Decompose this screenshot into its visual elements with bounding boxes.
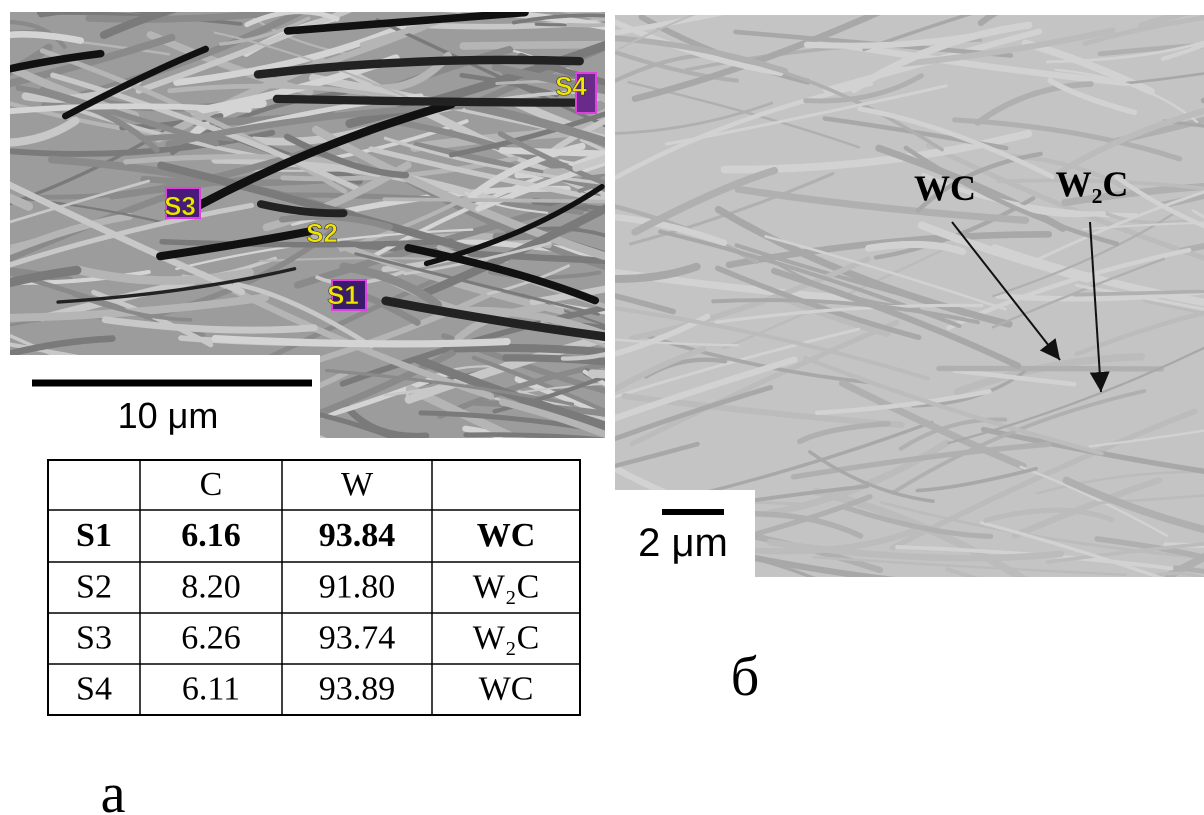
- table-cell: 6.16: [181, 517, 241, 554]
- texture: [1001, 1, 1204, 5]
- table-cell: 8.20: [181, 568, 241, 605]
- panel-label: а: [101, 763, 126, 815]
- table-cell: 93.84: [319, 517, 396, 554]
- sem-image-b: [523, 0, 1204, 698]
- texture: [587, 0, 739, 2]
- marker: S1: [327, 280, 359, 310]
- table-cell: W₂C: [473, 619, 540, 656]
- marker: S2: [306, 218, 338, 248]
- table-header: C: [200, 466, 223, 503]
- texture: [548, 0, 856, 9]
- texture: [791, 0, 1061, 9]
- texture: [0, 0, 187, 1]
- marker: S3: [164, 191, 196, 221]
- table-cell: 91.80: [319, 568, 396, 605]
- composition-table: C W S1 6.16 93.84 WC S2 8.20 91.80 W₂C S3 6.26 93.74…: [48, 460, 580, 715]
- table-cell: WC: [479, 670, 534, 707]
- figure: 10 μm S4 S3 S2 S1 C W S1 6.16 93.84 WC S2 8.20 9…: [0, 0, 1204, 815]
- table-cell: W₂C: [473, 568, 540, 605]
- panel-label: б: [731, 646, 760, 708]
- annotation: W₂C: [1056, 164, 1129, 204]
- table-header: W: [341, 466, 374, 503]
- texture: [1157, 573, 1204, 598]
- scale-label: 2 μm: [638, 521, 728, 565]
- scale-label: 10 μm: [118, 395, 219, 436]
- table-cell: S2: [76, 568, 112, 605]
- table-cell: S1: [76, 517, 112, 554]
- table-cell: 93.74: [319, 619, 396, 656]
- table-cell: 6.11: [182, 670, 240, 707]
- table-cell: S3: [76, 619, 112, 656]
- table-cell: S4: [76, 670, 112, 707]
- table-cell: 6.26: [181, 619, 241, 656]
- table-cell: 93.89: [319, 670, 396, 707]
- annotation: WC: [914, 168, 976, 208]
- texture: [277, 99, 575, 103]
- texture: [813, 0, 994, 8]
- table-cell: WC: [477, 517, 536, 554]
- texture: [947, 569, 1204, 697]
- marker: S4: [555, 71, 587, 101]
